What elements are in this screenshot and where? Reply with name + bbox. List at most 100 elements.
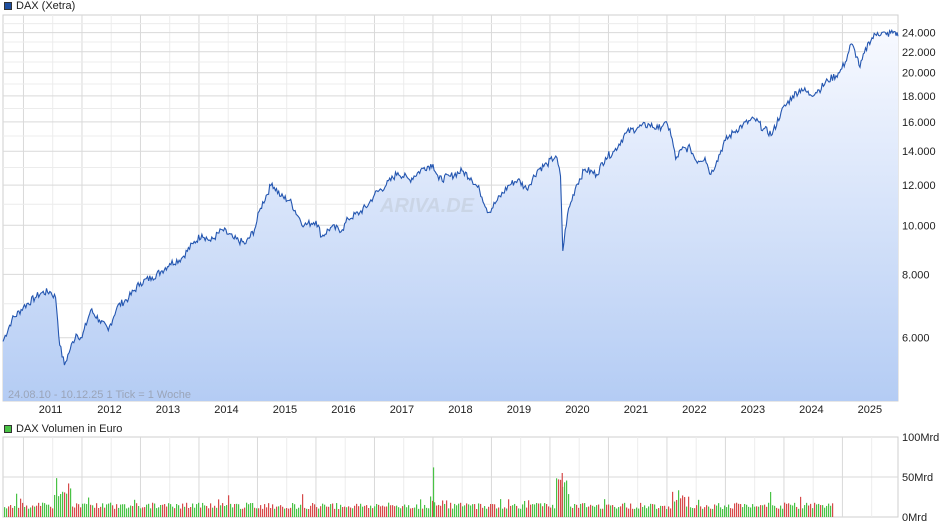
volume-bar: [814, 502, 816, 517]
volume-bar: [704, 507, 706, 517]
x-tick-label: 2025: [858, 404, 882, 416]
volume-bar: [464, 505, 466, 517]
volume-bar: [794, 502, 796, 517]
volume-bar: [446, 500, 448, 517]
volume-bar: [802, 508, 804, 517]
volume-bar: [24, 506, 26, 517]
volume-bar: [620, 506, 622, 517]
volume-bar: [808, 505, 810, 517]
volume-bar: [540, 503, 542, 517]
volume-bar: [266, 507, 268, 517]
volume-bar: [248, 504, 250, 517]
volume-bar: [278, 506, 280, 517]
volume-bar: [84, 503, 86, 517]
volume-bar: [12, 507, 14, 517]
volume-bar: [32, 505, 34, 517]
volume-bar: [378, 504, 380, 517]
volume-bar: [452, 508, 454, 517]
volume-bar: [182, 503, 184, 517]
volume-bar: [348, 506, 350, 517]
volume-bar: [50, 506, 52, 517]
volume-bar: [112, 505, 114, 517]
volume-bar: [412, 507, 414, 517]
volume-bar: [646, 508, 648, 517]
volume-bar: [42, 502, 44, 517]
volume-bar: [642, 506, 644, 517]
volume-bar: [118, 507, 120, 517]
volume-bar: [500, 499, 502, 517]
volume-bar: [212, 507, 214, 517]
volume-bar: [336, 503, 338, 517]
x-tick-label: 2020: [565, 404, 589, 416]
volume-bar: [100, 506, 102, 517]
volume-bar: [92, 505, 94, 517]
volume-bar: [712, 508, 714, 517]
volume-bar: [456, 505, 458, 517]
volume-bar: [428, 508, 430, 517]
volume-bar: [758, 506, 760, 517]
volume-bar: [384, 506, 386, 517]
volume-bar: [58, 496, 60, 517]
volume-bar: [472, 504, 474, 517]
volume-bar: [38, 502, 40, 517]
volume-bar: [208, 508, 210, 517]
volume-bar: [282, 506, 284, 517]
volume-bar: [366, 505, 368, 517]
volume-bar: [824, 507, 826, 517]
volume-bar: [26, 505, 28, 517]
volume-bar: [474, 504, 476, 517]
volume-bar: [556, 478, 558, 517]
volume-bar: [454, 503, 456, 517]
volume-bar: [236, 503, 238, 517]
volume-bar: [298, 507, 300, 517]
x-tick-label: 2012: [97, 404, 121, 416]
volume-bar: [204, 505, 206, 517]
volume-bar: [450, 502, 452, 517]
volume-bar: [684, 497, 686, 517]
volume-bar: [176, 504, 178, 517]
volume-bar: [156, 508, 158, 517]
volume-bar: [740, 504, 742, 517]
volume-bar: [134, 499, 136, 517]
volume-bar: [604, 499, 606, 517]
volume-bar: [290, 507, 292, 517]
volume-bar: [238, 504, 240, 517]
volume-bar: [420, 499, 422, 517]
volume-y-tick-label: 100Mrd: [902, 432, 939, 444]
volume-bar: [368, 508, 370, 517]
volume-bar: [608, 504, 610, 517]
volume-bar: [564, 482, 566, 517]
volume-bar: [170, 504, 172, 517]
volume-bar: [244, 507, 246, 517]
volume-bar: [108, 503, 110, 517]
volume-bar: [592, 505, 594, 517]
y-tick-label: 20.000: [902, 68, 936, 80]
volume-bar: [558, 479, 560, 517]
volume-bar: [194, 507, 196, 517]
volume-bar: [220, 505, 222, 517]
volume-bar: [274, 508, 276, 517]
volume-bar: [116, 504, 118, 517]
volume-bar: [524, 500, 526, 517]
volume-bar: [766, 506, 768, 517]
volume-bar: [818, 503, 820, 517]
volume-bar: [188, 507, 190, 517]
volume-bar: [702, 508, 704, 517]
volume-bar: [296, 508, 298, 517]
volume-bar: [504, 507, 506, 517]
volume-bar: [210, 503, 212, 517]
volume-bar: [46, 504, 48, 517]
volume-bar: [232, 507, 234, 517]
volume-bar: [344, 506, 346, 517]
volume-bar: [796, 506, 798, 517]
volume-bar: [414, 507, 416, 517]
volume-bar: [20, 498, 22, 517]
volume-bar: [738, 503, 740, 517]
volume-bar: [150, 508, 152, 517]
volume-bar: [72, 506, 74, 517]
volume-bar: [728, 504, 730, 517]
volume-bar: [522, 504, 524, 517]
volume-bar: [550, 507, 552, 517]
volume-bar: [398, 507, 400, 517]
volume-bar: [752, 504, 754, 517]
